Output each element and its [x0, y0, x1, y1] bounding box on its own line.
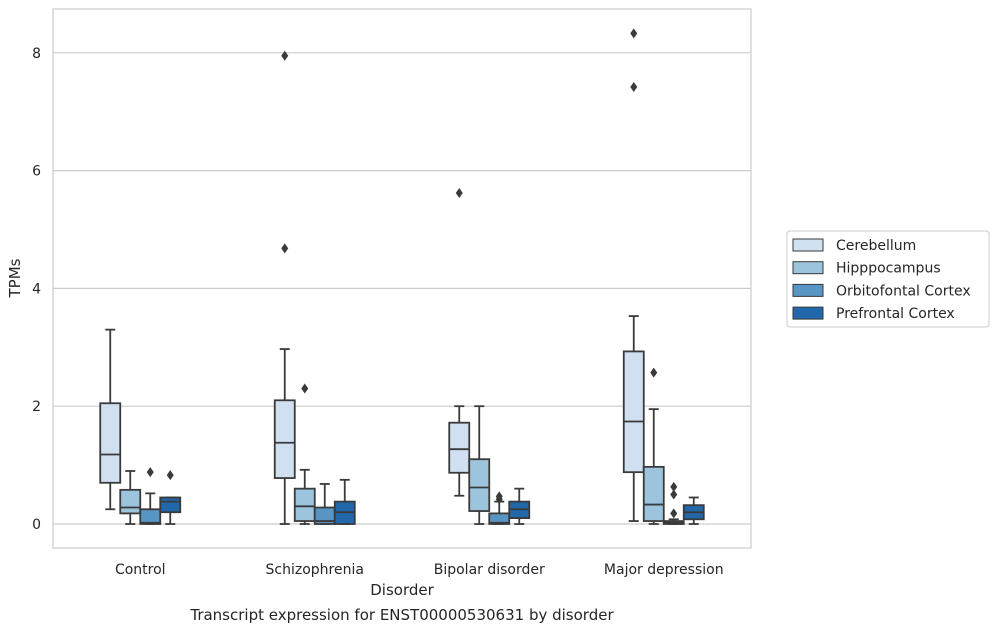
y-tick-label: 4: [32, 281, 41, 297]
box-hipppocampus: [119, 470, 142, 525]
outlier-point: [166, 470, 174, 481]
outlier-point: [630, 81, 638, 92]
box-prefrontal-cortex: [508, 487, 531, 525]
box-hipppocampus: [468, 405, 491, 525]
box-body: [448, 421, 471, 474]
y-tick-label: 0: [32, 517, 41, 533]
y-tick-labels: 0 2 4 6 8: [32, 46, 41, 533]
box-prefrontal-cortex: [333, 478, 356, 525]
legend-label: Hipppocampus: [836, 261, 941, 277]
box-orbitofontal-cortex: [313, 483, 336, 525]
x-axis-label: Disorder: [370, 581, 434, 599]
legend-swatch: [792, 306, 824, 320]
outlier-point: [670, 508, 678, 519]
y-tick-label: 8: [32, 46, 41, 62]
box-body: [273, 399, 296, 479]
box-cerebellum: [622, 28, 645, 522]
box-hipppocampus: [642, 367, 665, 525]
legend-swatch: [792, 238, 824, 252]
box-orbitofontal-cortex: [488, 491, 511, 525]
box-body: [119, 488, 142, 515]
box-body: [159, 496, 182, 514]
box-cerebellum: [273, 50, 296, 525]
chart-caption: Transcript expression for ENST0000053063…: [190, 606, 614, 624]
outlier-point: [495, 494, 503, 505]
legend-label: Orbitofontal Cortex: [836, 283, 971, 299]
box-cerebellum: [448, 187, 471, 497]
y-tick-label: 6: [32, 164, 41, 180]
legend-swatch: [792, 261, 824, 275]
box-body: [468, 458, 491, 512]
legend-label: Cerebellum: [836, 238, 916, 254]
box-cerebellum: [99, 328, 122, 511]
x-tick-label: Major depression: [604, 562, 724, 578]
outlier-point: [281, 243, 289, 254]
legend-label: Prefrontal Cortex: [836, 306, 955, 322]
outlier-point: [650, 367, 658, 378]
legend-frame: [786, 230, 990, 328]
box-layer: [99, 28, 705, 525]
box-orbitofontal-cortex: [662, 481, 685, 525]
x-tick-label: Schizophrenia: [266, 562, 364, 578]
box-prefrontal-cortex: [159, 470, 182, 525]
box-prefrontal-cortex: [682, 496, 705, 525]
outlier-point: [630, 28, 638, 39]
box-body: [293, 487, 316, 522]
x-tick-label: Bipolar disorder: [434, 562, 545, 578]
legend-swatch: [792, 283, 824, 297]
box-body: [139, 508, 162, 525]
grid-lines: [53, 52, 751, 525]
box-orbitofontal-cortex: [139, 467, 162, 525]
outlier-point: [146, 467, 154, 478]
box-body: [622, 350, 645, 474]
box-body: [99, 402, 122, 484]
legend: Cerebellum Hipppocampus Orbitofontal Corte…: [786, 230, 990, 328]
outlier-point: [301, 383, 309, 394]
box-body: [642, 465, 665, 522]
outlier-point: [670, 481, 678, 492]
outlier-point: [670, 489, 678, 500]
outlier-point: [281, 50, 289, 61]
box-hipppocampus: [293, 383, 316, 525]
x-tick-labels: Control Schizophrenia Bipolar disorder Majo…: [115, 562, 724, 578]
outlier-point: [455, 187, 463, 198]
y-axis-label: TPMs: [6, 258, 24, 298]
x-tick-label: Control: [115, 562, 166, 578]
plot-frame: [52, 8, 752, 549]
y-tick-label: 2: [32, 399, 41, 415]
